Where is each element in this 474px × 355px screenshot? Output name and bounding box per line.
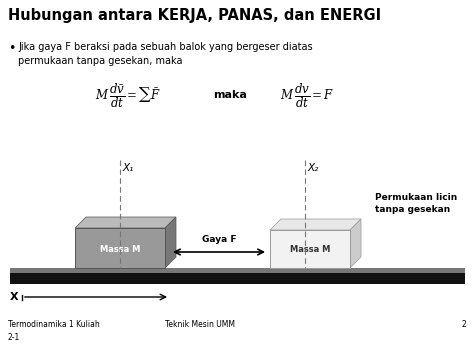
Text: $M\,\dfrac{d\bar{v}}{dt} = \sum\bar{F}$: $M\,\dfrac{d\bar{v}}{dt} = \sum\bar{F}$ [95,82,161,110]
Text: $M\,\dfrac{dv}{dt} = F$: $M\,\dfrac{dv}{dt} = F$ [280,82,335,110]
Text: Hubungan antara KERJA, PANAS, dan ENERGI: Hubungan antara KERJA, PANAS, dan ENERGI [8,8,381,23]
Text: Jika gaya F beraksi pada sebuah balok yang bergeser diatas
permukaan tanpa gesek: Jika gaya F beraksi pada sebuah balok ya… [18,42,313,66]
Text: Massa M: Massa M [290,246,330,255]
Polygon shape [75,217,176,228]
Text: X₂: X₂ [307,163,318,173]
Text: Gaya F: Gaya F [202,235,236,244]
Text: 2: 2 [461,320,466,329]
Text: Termodinamika 1 Kuliah
2-1: Termodinamika 1 Kuliah 2-1 [8,320,100,342]
Bar [270,230,350,268]
Text: X₁: X₁ [122,163,133,173]
Polygon shape [270,219,361,230]
Bar [10,268,465,273]
Text: Permukaan licin
tanpa gesekan: Permukaan licin tanpa gesekan [375,193,457,214]
Text: Massa M: Massa M [100,245,140,253]
Bar [75,228,165,268]
Polygon shape [350,219,361,268]
Text: Teknik Mesin UMM: Teknik Mesin UMM [165,320,235,329]
Text: X: X [10,292,18,302]
Text: •: • [8,42,15,55]
Text: maka: maka [213,90,247,100]
Bar [10,268,465,284]
Polygon shape [165,217,176,268]
